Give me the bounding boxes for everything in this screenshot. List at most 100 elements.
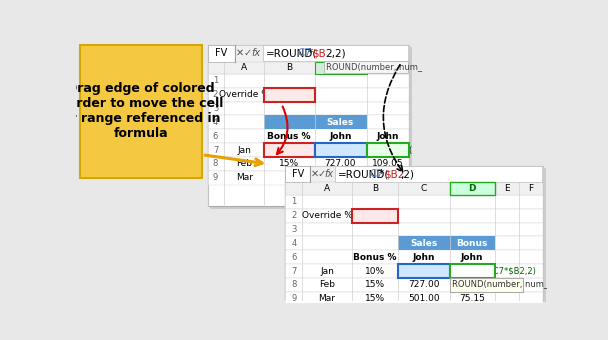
Text: 15%: 15% [279,159,299,169]
Text: 2,2): 2,2) [325,48,345,58]
FancyBboxPatch shape [208,88,409,102]
Text: Jan: Jan [320,267,334,275]
Text: ✓: ✓ [244,48,252,58]
Text: 3: 3 [291,225,297,234]
FancyBboxPatch shape [208,45,235,62]
Text: 1: 1 [291,197,296,206]
Text: Bonus %: Bonus % [353,253,397,262]
FancyBboxPatch shape [208,62,409,74]
Text: 4: 4 [291,239,296,248]
Text: =ROUND(: =ROUND( [338,169,389,179]
FancyBboxPatch shape [324,61,408,73]
FancyBboxPatch shape [285,183,544,195]
Text: 7: 7 [291,267,297,275]
FancyBboxPatch shape [367,143,409,157]
FancyBboxPatch shape [208,143,409,157]
Text: Feb: Feb [319,280,335,289]
Text: 2: 2 [291,211,296,220]
FancyBboxPatch shape [285,250,544,264]
FancyBboxPatch shape [208,74,409,88]
Text: Override %: Override % [302,211,353,220]
Text: B: B [286,63,292,72]
Text: 4: 4 [213,118,218,127]
Text: C7: C7 [369,169,383,179]
FancyBboxPatch shape [285,236,544,250]
Text: D: D [336,63,344,72]
Text: Bonus: Bonus [372,118,403,127]
FancyBboxPatch shape [210,47,412,209]
Text: =ROUND(: =ROUND( [266,48,317,58]
FancyBboxPatch shape [208,45,409,62]
FancyBboxPatch shape [285,166,310,183]
Text: FV: FV [215,48,227,58]
Text: Sales: Sales [326,118,354,127]
FancyBboxPatch shape [208,45,409,206]
Text: 20%: 20% [365,211,385,220]
Text: 8: 8 [291,280,297,289]
FancyBboxPatch shape [285,166,544,183]
FancyBboxPatch shape [398,236,494,250]
Text: B: B [372,184,378,193]
Text: Jan: Jan [237,146,251,155]
FancyBboxPatch shape [264,116,367,129]
FancyBboxPatch shape [285,222,544,236]
Text: 8: 8 [213,159,218,169]
Text: 727.00: 727.00 [408,280,440,289]
FancyBboxPatch shape [285,166,544,300]
Text: Bonus: Bonus [457,239,488,248]
Text: 9: 9 [291,294,296,303]
Text: ✕: ✕ [311,169,319,179]
Text: fx: fx [251,48,260,58]
Text: 501.00: 501.00 [408,294,440,303]
Text: F: F [528,184,533,193]
FancyBboxPatch shape [263,46,408,61]
FancyBboxPatch shape [335,166,542,182]
Text: John: John [413,253,435,262]
FancyBboxPatch shape [449,183,494,195]
Text: Feb: Feb [236,159,252,169]
Text: fx: fx [324,169,333,179]
Text: Drag edge of colored
border to move the cell
or range referenced in
formula: Drag edge of colored border to move the … [59,82,223,140]
FancyBboxPatch shape [449,278,523,292]
FancyBboxPatch shape [285,278,544,292]
FancyBboxPatch shape [208,157,409,171]
Text: $B: $B [313,48,326,58]
FancyBboxPatch shape [208,171,409,185]
Text: A: A [324,184,330,193]
Text: *: * [308,48,313,58]
Text: ,2): ,2) [400,169,414,179]
Text: 15%: 15% [365,294,385,303]
Text: 9: 9 [213,173,218,182]
Text: =ROUND(C7*$B2,2): =ROUND(C7*$B2,2) [451,267,536,275]
Text: 75.15: 75.15 [459,294,485,303]
Text: 7: 7 [213,146,218,155]
Text: 3: 3 [213,104,218,113]
FancyBboxPatch shape [288,168,545,302]
FancyBboxPatch shape [80,45,202,178]
Text: 6: 6 [213,132,218,141]
FancyBboxPatch shape [208,116,409,129]
Text: Mar: Mar [236,173,253,182]
FancyBboxPatch shape [315,143,367,157]
Text: =ROUND(: =ROUND( [368,146,413,155]
Text: $B2: $B2 [384,169,404,179]
FancyBboxPatch shape [352,209,398,222]
FancyBboxPatch shape [208,129,409,143]
FancyBboxPatch shape [264,88,315,102]
FancyBboxPatch shape [264,143,315,157]
Text: Bonus %: Bonus % [268,132,311,141]
Text: Mar: Mar [319,294,336,303]
Text: A: A [241,63,247,72]
Text: John: John [376,132,399,141]
Text: 15%: 15% [365,280,385,289]
FancyBboxPatch shape [285,209,544,222]
Text: 761.00: 761.00 [325,146,356,155]
Text: C7: C7 [297,48,311,58]
Text: 20%: 20% [279,90,299,99]
Text: 109.05: 109.05 [371,159,403,169]
Text: John: John [461,253,483,262]
Text: 1: 1 [213,76,218,85]
Text: FV: FV [291,169,304,179]
Text: 10%: 10% [279,146,299,155]
Text: C: C [421,184,427,193]
